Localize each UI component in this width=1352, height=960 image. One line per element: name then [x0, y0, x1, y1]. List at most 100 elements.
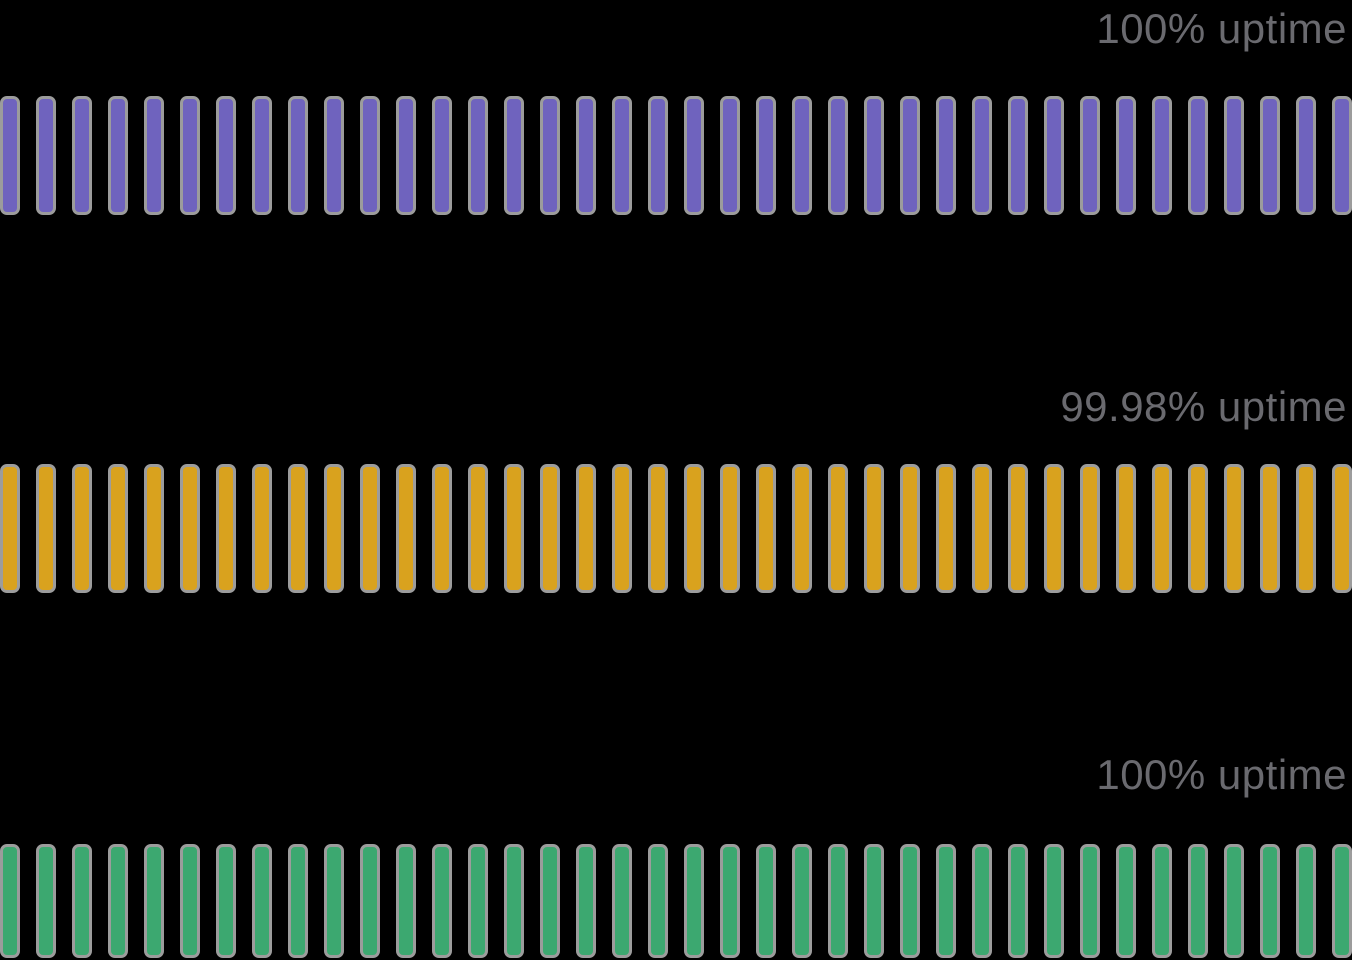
- uptime-bar[interactable]: [504, 96, 524, 215]
- uptime-bar[interactable]: [1224, 96, 1244, 215]
- uptime-bar[interactable]: [1080, 464, 1100, 593]
- uptime-bar[interactable]: [324, 844, 344, 958]
- uptime-bar[interactable]: [864, 844, 884, 958]
- uptime-bar[interactable]: [72, 844, 92, 958]
- uptime-bar[interactable]: [252, 464, 272, 593]
- uptime-bar[interactable]: [108, 96, 128, 215]
- uptime-bar[interactable]: [1152, 464, 1172, 593]
- uptime-bar[interactable]: [288, 464, 308, 593]
- uptime-bar[interactable]: [576, 844, 596, 958]
- uptime-bar[interactable]: [0, 844, 20, 958]
- uptime-bar[interactable]: [612, 464, 632, 593]
- uptime-bar[interactable]: [108, 844, 128, 958]
- uptime-bar[interactable]: [180, 844, 200, 958]
- uptime-bar[interactable]: [468, 844, 488, 958]
- uptime-bar[interactable]: [540, 464, 560, 593]
- uptime-bar[interactable]: [180, 464, 200, 593]
- uptime-bar[interactable]: [1188, 464, 1208, 593]
- uptime-bar[interactable]: [612, 96, 632, 215]
- uptime-bar[interactable]: [972, 844, 992, 958]
- uptime-bar[interactable]: [216, 464, 236, 593]
- uptime-bar[interactable]: [864, 96, 884, 215]
- uptime-bar[interactable]: [216, 844, 236, 958]
- uptime-bar[interactable]: [576, 96, 596, 215]
- uptime-bar[interactable]: [1044, 464, 1064, 593]
- uptime-bar[interactable]: [144, 844, 164, 958]
- uptime-bar[interactable]: [504, 464, 524, 593]
- uptime-bar[interactable]: [540, 844, 560, 958]
- uptime-bar[interactable]: [432, 464, 452, 593]
- uptime-bar[interactable]: [1296, 96, 1316, 215]
- uptime-bar[interactable]: [900, 96, 920, 215]
- uptime-bar[interactable]: [1116, 96, 1136, 215]
- uptime-bar[interactable]: [936, 844, 956, 958]
- uptime-bar[interactable]: [720, 844, 740, 958]
- uptime-bar[interactable]: [1008, 844, 1028, 958]
- uptime-bar[interactable]: [36, 464, 56, 593]
- uptime-bar[interactable]: [1296, 844, 1316, 958]
- uptime-bar[interactable]: [612, 844, 632, 958]
- uptime-bar[interactable]: [648, 844, 668, 958]
- uptime-bar[interactable]: [684, 464, 704, 593]
- uptime-bar[interactable]: [864, 464, 884, 593]
- uptime-bar[interactable]: [1008, 464, 1028, 593]
- uptime-bar[interactable]: [1152, 96, 1172, 215]
- uptime-bar[interactable]: [36, 96, 56, 215]
- uptime-bar[interactable]: [1332, 844, 1352, 958]
- uptime-bar[interactable]: [504, 844, 524, 958]
- uptime-bar[interactable]: [756, 96, 776, 215]
- uptime-bar[interactable]: [432, 96, 452, 215]
- uptime-bar[interactable]: [792, 464, 812, 593]
- uptime-bar[interactable]: [720, 96, 740, 215]
- uptime-bar[interactable]: [828, 464, 848, 593]
- uptime-bar[interactable]: [1224, 464, 1244, 593]
- uptime-bar[interactable]: [828, 96, 848, 215]
- uptime-bar[interactable]: [1044, 96, 1064, 215]
- uptime-bar[interactable]: [684, 844, 704, 958]
- uptime-bar[interactable]: [972, 464, 992, 593]
- uptime-bar[interactable]: [792, 96, 812, 215]
- uptime-bar[interactable]: [216, 96, 236, 215]
- uptime-bar[interactable]: [648, 464, 668, 593]
- uptime-bar[interactable]: [108, 464, 128, 593]
- uptime-bar[interactable]: [576, 464, 596, 593]
- uptime-bar[interactable]: [396, 844, 416, 958]
- uptime-bar[interactable]: [972, 96, 992, 215]
- uptime-bar[interactable]: [396, 96, 416, 215]
- uptime-bar[interactable]: [432, 844, 452, 958]
- uptime-bar[interactable]: [1188, 844, 1208, 958]
- uptime-bar[interactable]: [900, 464, 920, 593]
- uptime-bar[interactable]: [1080, 844, 1100, 958]
- uptime-bar[interactable]: [1296, 464, 1316, 593]
- uptime-bar[interactable]: [0, 464, 20, 593]
- uptime-bar[interactable]: [1332, 464, 1352, 593]
- uptime-bar[interactable]: [936, 96, 956, 215]
- uptime-bar[interactable]: [144, 464, 164, 593]
- uptime-bar[interactable]: [252, 844, 272, 958]
- uptime-bar[interactable]: [360, 96, 380, 215]
- uptime-bar[interactable]: [900, 844, 920, 958]
- uptime-bar[interactable]: [1044, 844, 1064, 958]
- uptime-bar[interactable]: [72, 464, 92, 593]
- uptime-bar[interactable]: [288, 96, 308, 215]
- uptime-bar[interactable]: [180, 96, 200, 215]
- uptime-bar[interactable]: [1152, 844, 1172, 958]
- uptime-bar[interactable]: [36, 844, 56, 958]
- uptime-bar[interactable]: [1260, 844, 1280, 958]
- uptime-bar[interactable]: [1116, 844, 1136, 958]
- uptime-bar[interactable]: [1332, 96, 1352, 215]
- uptime-bar[interactable]: [360, 844, 380, 958]
- uptime-bar[interactable]: [936, 464, 956, 593]
- uptime-bar[interactable]: [792, 844, 812, 958]
- uptime-bar[interactable]: [288, 844, 308, 958]
- uptime-bar[interactable]: [360, 464, 380, 593]
- uptime-bar[interactable]: [252, 96, 272, 215]
- uptime-bar[interactable]: [324, 96, 344, 215]
- uptime-bar[interactable]: [1116, 464, 1136, 593]
- uptime-bar[interactable]: [72, 96, 92, 215]
- uptime-bar[interactable]: [396, 464, 416, 593]
- uptime-bar[interactable]: [1188, 96, 1208, 215]
- uptime-bar[interactable]: [468, 96, 488, 215]
- uptime-bar[interactable]: [756, 844, 776, 958]
- uptime-bar[interactable]: [324, 464, 344, 593]
